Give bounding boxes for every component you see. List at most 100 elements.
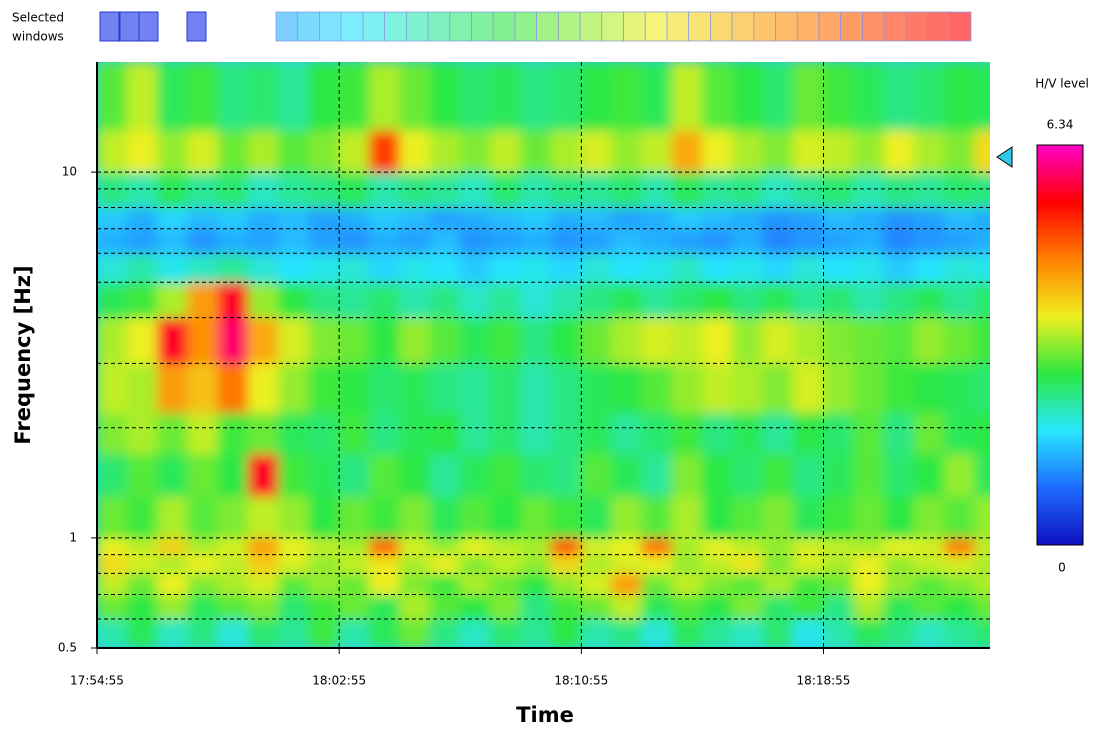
heat-cell — [459, 62, 492, 131]
heat-cell — [490, 594, 522, 620]
level-marker[interactable] — [996, 146, 1013, 168]
window-selector — [99, 11, 972, 42]
heat-cell — [550, 281, 582, 319]
heat-cell — [368, 252, 401, 283]
heat-cell — [792, 594, 825, 620]
heat-cell — [611, 594, 643, 620]
heat-cell — [399, 594, 431, 620]
heat-cell — [944, 317, 976, 364]
heat-cell — [187, 62, 219, 131]
window-box — [666, 11, 690, 42]
heat-cell — [278, 412, 310, 455]
heat-cell — [792, 618, 825, 648]
heat-cell — [701, 453, 734, 497]
heat-cell — [944, 412, 976, 455]
heat-cell — [701, 207, 734, 230]
heat-cell — [187, 317, 219, 364]
heat-cell — [974, 281, 990, 319]
heat-cell — [883, 618, 915, 648]
heat-cell — [399, 618, 431, 648]
heat-cell — [732, 618, 764, 648]
heat-cell — [550, 171, 582, 209]
heat-cell — [459, 252, 492, 283]
heat-cell — [823, 412, 855, 455]
heat-cell — [974, 171, 990, 209]
heat-cell — [217, 594, 249, 620]
heat-cell — [913, 537, 946, 556]
heat-cell — [338, 281, 370, 319]
heat-cell — [701, 171, 734, 209]
heat-cell — [338, 453, 370, 497]
heat-cell — [792, 129, 825, 173]
heat-cell — [611, 572, 643, 596]
heat-cell — [278, 594, 310, 620]
heat-cell — [671, 453, 703, 497]
heat-cell — [520, 207, 552, 230]
heat-cell — [338, 537, 370, 556]
heat-cell — [853, 129, 885, 173]
heat-cell — [611, 317, 643, 364]
heat-cell — [157, 572, 189, 596]
heat-cell — [671, 572, 703, 596]
heat-cell — [792, 537, 825, 556]
window-box — [119, 11, 140, 42]
heat-cell — [459, 594, 492, 620]
heat-cell — [550, 317, 582, 364]
heat-cell — [944, 572, 976, 596]
heat-cell — [732, 594, 764, 620]
heat-cell — [792, 572, 825, 596]
heat-cell — [97, 572, 128, 596]
heat-cell — [278, 362, 310, 414]
heat-cell — [701, 252, 734, 283]
heat-cell — [308, 594, 340, 620]
heat-cell — [732, 537, 764, 556]
heat-cell — [399, 207, 431, 230]
colorbar-min: 0 — [1058, 561, 1066, 575]
heat-cell — [490, 537, 522, 556]
heat-cell — [247, 453, 280, 497]
selected-label: windows — [12, 30, 64, 44]
heat-cell — [913, 554, 946, 574]
heat-cell — [187, 281, 219, 319]
heat-cell — [792, 554, 825, 574]
heat-cell — [641, 281, 673, 319]
heat-cell — [853, 453, 885, 497]
heat-cell — [853, 281, 885, 319]
heat-cell — [368, 62, 401, 131]
heat-cell — [853, 594, 885, 620]
heat-cell — [490, 207, 522, 230]
heat-cell — [157, 453, 189, 497]
heat-cell — [641, 572, 673, 596]
heat-cell — [338, 228, 370, 254]
heat-cell — [278, 572, 310, 596]
heat-cell — [278, 281, 310, 319]
heat-cell — [308, 572, 340, 596]
heat-cell — [913, 171, 946, 209]
heat-cell — [611, 495, 643, 539]
heat-cell — [459, 228, 492, 254]
heat-cell — [944, 362, 976, 414]
heat-cell — [429, 453, 461, 497]
heat-cell — [944, 537, 976, 556]
heat-cell — [823, 554, 855, 574]
heat-cell — [157, 495, 189, 539]
heat-cell — [823, 207, 855, 230]
heat-cell — [187, 594, 219, 620]
heat-cell — [974, 129, 990, 173]
heat-cell — [853, 62, 885, 131]
heat-cell — [368, 317, 401, 364]
heat-cell — [611, 618, 643, 648]
heat-cell — [913, 594, 946, 620]
heat-cell — [97, 129, 128, 173]
heat-cell — [338, 252, 370, 283]
heat-cell — [974, 362, 990, 414]
heat-cell — [913, 412, 946, 455]
heat-cell — [490, 317, 522, 364]
heat-cell — [762, 129, 794, 173]
heat-cell — [580, 594, 613, 620]
heat-cell — [732, 207, 764, 230]
window-box — [579, 11, 603, 42]
heat-cell — [762, 252, 794, 283]
heat-cell — [792, 252, 825, 283]
heat-cell — [641, 207, 673, 230]
